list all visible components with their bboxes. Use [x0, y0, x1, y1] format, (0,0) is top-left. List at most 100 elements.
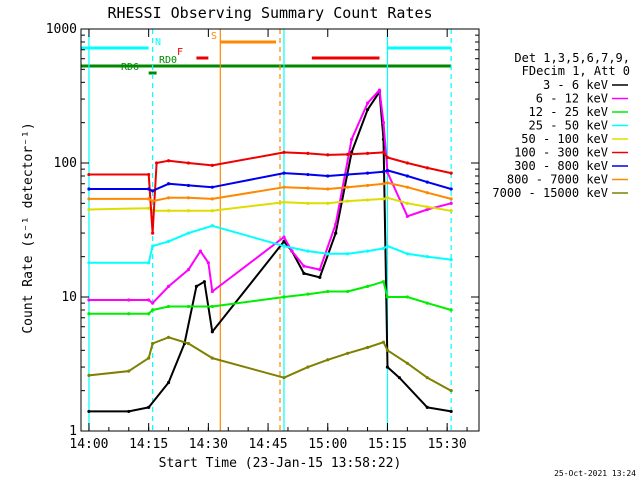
data-point-100-300-kev-12 [381, 150, 386, 154]
legend-header-0: Det 1,3,5,6,7,9, [514, 51, 630, 65]
data-point-800-7000-kev-9 [346, 185, 350, 189]
data-point-300-800-kev-5 [210, 185, 214, 189]
data-point-12-25-kev-12 [381, 280, 386, 284]
data-point-7000-15000-kev-1 [127, 369, 131, 373]
flag-label-rd0: RD0 [159, 55, 177, 66]
data-point-100-300-kev-0 [87, 172, 91, 177]
flag-label-s: S [211, 31, 217, 42]
data-point-6-12-kev-0 [87, 298, 91, 302]
data-point-6-12-kev-2 [147, 298, 151, 302]
y-tick-label-10: 10 [61, 290, 77, 305]
data-point-6-12-kev-9 [282, 235, 286, 239]
data-point-100-300-kev-6 [210, 163, 214, 167]
data-point-300-800-kev-3 [166, 182, 171, 186]
data-point-6-12-kev-3 [151, 301, 155, 305]
data-point-6-12-kev-12 [318, 268, 322, 272]
data-point-3-6-kev-11 [318, 275, 322, 280]
data-point-100-300-kev-9 [326, 153, 330, 157]
data-point-25-50-kev-4 [186, 231, 191, 235]
series-line-50-100-kev [88, 196, 452, 212]
flag-label-n: N [155, 37, 161, 48]
series-line-6-12-kev [89, 89, 452, 305]
data-point-800-7000-kev-6 [282, 185, 286, 189]
data-point-25-50-kev-11 [381, 246, 386, 251]
legend: Det 1,3,5,6,7,9,FDecim 1, Att 03 - 6 keV… [492, 51, 630, 200]
data-point-25-50-kev-7 [306, 249, 310, 253]
data-point-12-25-kev-8 [306, 292, 310, 296]
series-lines [87, 88, 453, 414]
data-point-800-7000-kev-2 [151, 199, 155, 203]
data-point-100-300-kev-2 [151, 231, 155, 235]
data-point-100-300-kev-14 [405, 161, 409, 165]
data-point-3-6-kev-20 [449, 409, 453, 414]
data-point-12-25-kev-1 [127, 312, 131, 316]
data-point-800-7000-kev-8 [326, 187, 330, 191]
data-point-12-25-kev-6 [210, 304, 214, 309]
data-point-6-12-kev-17 [381, 121, 386, 125]
x-tick-label-14-30: 14:30 [189, 437, 228, 452]
series-line-800-7000-kev [89, 181, 452, 203]
data-point-12-25-kev-0 [87, 312, 91, 316]
data-point-12-25-kev-11 [365, 284, 370, 288]
data-point-7000-15000-kev-13 [385, 348, 390, 352]
data-point-50-100-kev-14 [425, 205, 429, 209]
data-point-300-800-kev-7 [306, 172, 310, 177]
data-point-100-300-kev-11 [365, 151, 370, 155]
data-point-300-800-kev-1 [147, 187, 151, 191]
data-point-12-25-kev-3 [151, 308, 155, 312]
data-point-300-800-kev-0 [87, 187, 91, 191]
legend-header-1: FDecim 1, Att 0 [522, 64, 630, 78]
axes: 14:00 14:15 14:30 14:45 15:00 15:15 15:30 1 10 10… [46, 22, 479, 452]
data-point-6-12-kev-5 [186, 268, 191, 272]
data-point-25-50-kev-6 [282, 244, 286, 248]
data-point-800-7000-kev-14 [425, 191, 429, 195]
data-point-300-800-kev-12 [385, 168, 390, 173]
data-point-800-7000-kev-7 [306, 186, 310, 190]
data-point-100-300-kev-8 [306, 151, 310, 155]
data-point-300-800-kev-11 [381, 170, 386, 174]
x-tick-label-15-15: 15:15 [368, 437, 407, 452]
data-point-25-50-kev-13 [405, 252, 409, 256]
data-point-6-12-kev-11 [302, 264, 306, 268]
chart-title: RHESSI Observing Summary Count Rates [107, 4, 432, 22]
data-point-12-25-kev-14 [405, 295, 409, 299]
legend-label-50-100-kev: 50 - 100 keV [521, 132, 608, 146]
data-point-25-50-kev-5 [210, 224, 214, 228]
data-point-50-100-kev-7 [306, 201, 310, 205]
flag-label-f: F [177, 47, 183, 58]
data-point-3-6-kev-7 [210, 330, 214, 334]
y-tick-label-1000: 1000 [46, 22, 77, 37]
data-point-6-12-kev-16 [377, 88, 382, 92]
data-point-50-100-kev-11 [381, 197, 386, 201]
data-point-800-7000-kev-3 [166, 196, 171, 200]
data-point-6-12-kev-20 [425, 207, 429, 212]
data-point-300-800-kev-13 [405, 174, 409, 178]
data-point-12-25-kev-7 [282, 295, 286, 299]
data-point-100-300-kev-4 [166, 159, 171, 163]
data-point-100-300-kev-13 [385, 155, 390, 160]
y-axis-label: Count Rate (s⁻¹ detector⁻¹) [21, 122, 36, 333]
data-point-12-25-kev-13 [385, 295, 390, 299]
data-point-12-25-kev-16 [449, 308, 453, 312]
data-point-3-6-kev-19 [425, 405, 429, 410]
data-point-3-6-kev-18 [397, 376, 401, 380]
data-point-25-50-kev-10 [365, 249, 370, 253]
data-point-7000-15000-kev-3 [151, 341, 155, 346]
data-point-50-100-kev-6 [282, 200, 286, 204]
data-point-25-50-kev-2 [151, 244, 155, 248]
data-point-3-6-kev-14 [365, 108, 370, 112]
data-point-300-800-kev-14 [425, 180, 429, 184]
data-point-25-50-kev-9 [346, 252, 350, 256]
data-point-7000-15000-kev-14 [405, 361, 409, 365]
data-point-12-25-kev-9 [326, 289, 330, 294]
data-point-25-50-kev-15 [449, 258, 453, 262]
data-point-3-6-kev-2 [147, 405, 151, 410]
x-axis-label: Start Time (23-Jan-15 13:58:22) [159, 456, 402, 471]
data-point-12-25-kev-5 [186, 304, 191, 309]
data-point-50-100-kev-0 [87, 207, 91, 212]
data-point-50-100-kev-10 [365, 198, 370, 202]
data-point-7000-15000-kev-8 [306, 365, 310, 369]
data-point-3-6-kev-3 [166, 380, 171, 385]
data-point-7000-15000-kev-2 [147, 356, 151, 360]
data-point-25-50-kev-3 [166, 239, 171, 243]
